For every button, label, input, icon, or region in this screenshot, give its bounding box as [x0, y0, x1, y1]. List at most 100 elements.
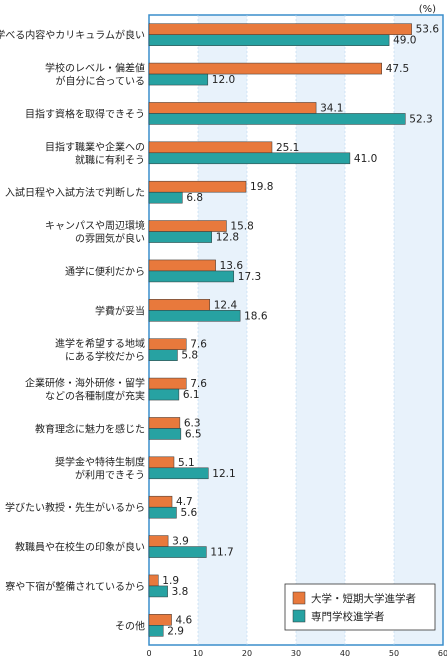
- value-label-university: 3.9: [172, 536, 189, 548]
- value-label-vocational: 17.3: [238, 271, 261, 283]
- value-label-vocational: 12.8: [216, 232, 239, 244]
- value-label-vocational: 41.0: [354, 153, 377, 165]
- value-label-vocational: 5.8: [181, 350, 198, 362]
- category-label: 学べる内容やカリキュラムが良い: [0, 29, 145, 42]
- bar-vocational: [148, 349, 178, 361]
- bar-university: [148, 614, 172, 626]
- category-label: 進学を希望する地域: [55, 337, 145, 350]
- x-tick-label: 50: [389, 649, 399, 658]
- category-label: が自分に合っている: [56, 75, 146, 88]
- bar-university: [148, 259, 216, 272]
- value-label-vocational: 2.9: [167, 625, 184, 637]
- bar-vocational: [148, 310, 241, 322]
- value-label-university: 1.9: [162, 575, 179, 587]
- value-label-university: 4.6: [176, 614, 193, 626]
- bar-university: [148, 299, 211, 311]
- bar-university: [148, 220, 227, 232]
- category-label: などの各種制度が充実: [45, 390, 145, 403]
- x-tick-label: 30: [291, 649, 301, 658]
- bar-university: [148, 338, 187, 350]
- value-label-vocational: 6.5: [185, 428, 202, 440]
- legend-label: 専門学校進学者: [311, 610, 385, 623]
- value-label-university: 13.6: [220, 260, 244, 272]
- unit-label: (%): [419, 4, 436, 15]
- bar-university: [148, 495, 173, 508]
- category-label: 寮や下宿が整備されているから: [5, 580, 145, 593]
- value-label-vocational: 52.3: [409, 113, 432, 125]
- category-label: が利用できそう: [75, 468, 145, 481]
- category-label: の雰囲気が良い: [75, 232, 145, 245]
- value-label-university: 6.3: [184, 417, 201, 429]
- value-label-vocational: 5.6: [180, 507, 197, 519]
- value-labels: 53.649.0 47.5 12.0 34.1 52.3 25.1 41.0 19.8 6.8 1…: [162, 24, 439, 638]
- bar-vocational: [148, 467, 209, 480]
- legend-swatch: [292, 591, 306, 605]
- category-label: 学費が妥当: [95, 304, 145, 317]
- value-label-university: 12.4: [214, 299, 238, 311]
- x-tick-labels: 0 10 20 30 40 50 60: [146, 649, 447, 658]
- category-label: その他: [115, 619, 145, 632]
- bar-university: [148, 574, 159, 587]
- bar-university: [148, 417, 181, 429]
- bar-vocational: [148, 270, 235, 283]
- category-label: 入試日程や入試方法で判断した: [5, 186, 145, 199]
- category-label: 教育理念に魅力を感じた: [35, 422, 145, 435]
- bar-vocational: [148, 546, 207, 558]
- category-label: 通学に便利だから: [65, 265, 145, 278]
- value-label-university: 47.5: [386, 63, 409, 75]
- category-label: 就職に有利そう: [75, 153, 145, 166]
- bar-university: [148, 23, 412, 35]
- category-label: 目指す資格を取得できそう: [25, 107, 145, 120]
- legend-box: [284, 583, 436, 631]
- bar-university: [148, 141, 273, 154]
- category-labels: 学べる内容やカリキュラムが良い学校のレベル・偏差値が自分に合っている目指す資格を…: [0, 29, 145, 633]
- category-label: 学校のレベル・偏差値: [45, 62, 145, 75]
- value-label-university: 7.6: [190, 339, 207, 351]
- x-tick-label: 10: [193, 649, 203, 658]
- bar-vocational: [148, 152, 351, 165]
- bar-university: [148, 535, 169, 547]
- value-label-university: 25.1: [276, 142, 299, 154]
- bar-vocational: [148, 388, 180, 401]
- bar-vocational: [148, 428, 182, 440]
- bar-university: [148, 180, 247, 193]
- value-label-vocational: 6.1: [183, 389, 200, 401]
- value-label-vocational: 6.8: [186, 192, 203, 204]
- bar-university: [148, 377, 187, 390]
- category-label: 企業研修・海外研修・留学: [25, 377, 145, 390]
- x-tick-label: 0: [146, 649, 151, 658]
- x-tick-label: 20: [242, 649, 252, 658]
- value-label-university: 19.8: [250, 181, 273, 193]
- bar-vocational: [148, 73, 209, 86]
- value-label-vocational: 12.1: [212, 468, 235, 480]
- value-label-university: 5.1: [178, 457, 195, 469]
- value-label-university: 53.6: [416, 24, 440, 36]
- value-label-university: 34.1: [320, 102, 343, 114]
- legend-label: 大学・短期大学進学者: [311, 592, 416, 605]
- bar-university: [148, 62, 382, 75]
- value-label-vocational: 11.7: [210, 547, 233, 559]
- bar-university: [148, 456, 175, 469]
- bar-vocational: [148, 585, 168, 598]
- x-tick-label: 40: [340, 649, 350, 658]
- bar-vocational: [148, 506, 177, 519]
- value-label-vocational: 18.6: [244, 310, 268, 322]
- value-label-university: 4.7: [176, 496, 193, 508]
- bar-vocational: [148, 113, 406, 125]
- bar-vocational: [148, 191, 183, 204]
- value-label-vocational: 49.0: [393, 35, 416, 47]
- category-label: 学びたい教授・先生がいるから: [5, 501, 145, 514]
- background-band: [394, 15, 443, 645]
- bar-vocational: [148, 625, 164, 637]
- bar-vocational: [148, 34, 390, 46]
- bars: [148, 23, 412, 637]
- value-label-vocational: 3.8: [172, 586, 189, 598]
- category-label: 教職員や在校生の印象が良い: [15, 541, 145, 554]
- value-label-university: 7.6: [190, 378, 207, 390]
- x-tick-label: 60: [438, 649, 447, 658]
- value-label-university: 15.8: [230, 221, 253, 233]
- bar-university: [148, 102, 317, 114]
- value-label-vocational: 12.0: [212, 74, 235, 86]
